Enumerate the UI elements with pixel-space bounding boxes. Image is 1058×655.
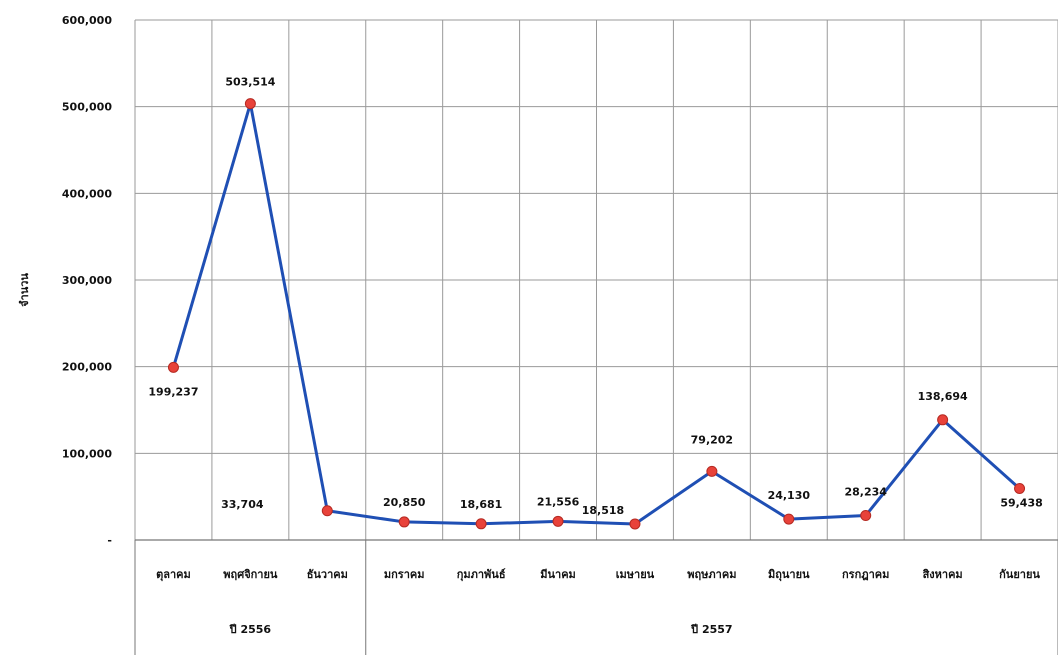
data-point: [1014, 482, 1026, 494]
data-point: [244, 98, 256, 110]
data-label: 20,850: [383, 496, 426, 509]
data-label: 59,438: [1000, 496, 1042, 509]
grid: [134, 19, 1058, 540]
data-label: 138,694: [918, 390, 968, 403]
data-point: [860, 510, 872, 522]
data-point: [552, 515, 564, 527]
x-tick-label: พฤศจิกายน: [223, 568, 278, 581]
series: [167, 98, 1026, 530]
x-tick-label: ธันวาคม: [307, 568, 348, 581]
y-tick-label: 500,000: [62, 101, 112, 114]
data-label: 21,556: [537, 495, 580, 508]
y-tick-label: 100,000: [62, 447, 112, 460]
data-point: [475, 518, 487, 530]
y-tick-label: 400,000: [62, 187, 112, 200]
y-tick-label: 200,000: [62, 361, 112, 374]
y-axis-title: จำนวน: [18, 273, 31, 307]
data-label: 33,704: [221, 498, 264, 511]
data-point: [706, 465, 718, 477]
category-group-label: ปี 2557: [690, 623, 733, 636]
x-tick-label: เมษายน: [616, 568, 655, 581]
x-tick-label: พฤษภาคม: [687, 568, 736, 581]
category-group-label: ปี 2556: [229, 623, 272, 636]
data-point: [167, 361, 179, 373]
data-label: 24,130: [768, 489, 811, 502]
x-tick-label: มกราคม: [384, 568, 425, 581]
labels: - 100,000 200,000 300,000 400,000 500,000 600,…: [62, 14, 1043, 636]
y-tick-label: -: [107, 534, 112, 547]
x-tick-label: กุมภาพันธ์: [457, 568, 506, 582]
data-point: [321, 505, 333, 517]
x-tick-label: กันยายน: [999, 568, 1040, 581]
y-tick-label: 300,000: [62, 274, 112, 287]
data-label: 18,681: [460, 498, 502, 511]
axes: [134, 539, 1058, 655]
data-point: [783, 513, 795, 525]
data-point: [398, 516, 410, 528]
data-point: [629, 518, 641, 530]
x-tick-label: มิถุนายน: [768, 568, 810, 582]
data-label: 199,237: [148, 385, 198, 398]
y-tick-label: 600,000: [62, 14, 112, 27]
data-point: [937, 414, 949, 426]
series-line: [172, 102, 1021, 526]
x-tick-label: มีนาคม: [540, 568, 576, 581]
x-tick-label: สิงหาคม: [922, 568, 962, 581]
data-label: 503,514: [225, 76, 275, 89]
data-label: 18,518: [582, 504, 624, 517]
data-label: 28,234: [844, 486, 887, 499]
x-tick-label: ตุลาคม: [156, 568, 191, 582]
data-label: 79,202: [691, 433, 733, 446]
x-tick-label: กรกฎาคม: [842, 568, 889, 581]
